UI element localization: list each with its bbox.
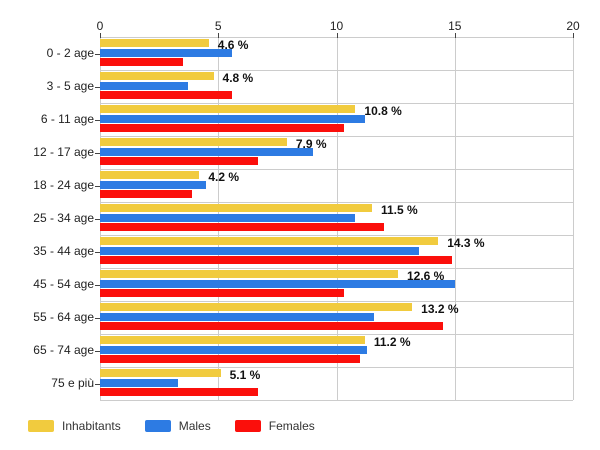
bar-inhabitants-11	[100, 369, 221, 377]
x-axis-tick-label: 20	[566, 19, 580, 33]
gridline-horizontal	[100, 400, 573, 401]
y-axis-tick	[95, 284, 100, 286]
bar-inhabitants-5	[100, 171, 200, 179]
bar-females-2	[100, 91, 233, 99]
bar-inhabitants-4	[100, 138, 287, 146]
bar-inhabitants-6	[100, 204, 372, 212]
bar-males-8	[100, 279, 455, 288]
y-axis-category-label: 65 - 74 age	[33, 343, 94, 357]
y-axis-category-label: 25 - 34 age	[33, 211, 94, 225]
bar-males-4	[100, 147, 313, 156]
y-axis-tick	[95, 317, 100, 319]
legend: Inhabitants Males Females	[28, 419, 339, 433]
value-label: 10.8 %	[364, 104, 402, 118]
bar-males-2	[100, 81, 188, 90]
value-label: 11.5 %	[380, 203, 418, 217]
x-axis-tick-label: 5	[214, 19, 222, 33]
value-label: 4.6 %	[217, 38, 249, 52]
bar-males-1	[100, 48, 233, 57]
legend-item-males: Males	[144, 419, 211, 433]
bar-females-6	[100, 223, 384, 231]
value-label: 5.1 %	[229, 368, 261, 382]
legend-swatch-females	[234, 420, 261, 432]
y-axis-tick	[95, 53, 100, 55]
bar-males-6	[100, 213, 356, 222]
x-axis-tick	[218, 33, 220, 38]
x-axis-tick	[454, 33, 456, 38]
bar-inhabitants-9	[100, 303, 413, 311]
y-axis-category-label: 45 - 54 age	[33, 277, 94, 291]
x-axis-tick	[336, 33, 338, 38]
bar-females-1	[100, 58, 183, 66]
y-axis-category-label: 35 - 44 age	[33, 244, 94, 258]
value-label: 13.2 %	[421, 302, 459, 316]
y-axis-tick	[95, 86, 100, 88]
y-axis-category-label: 12 - 17 age	[33, 145, 94, 159]
bar-females-3	[100, 124, 344, 132]
bar-females-8	[100, 289, 344, 297]
y-axis-category-label: 6 - 11 age	[40, 112, 94, 126]
value-label: 7.9 %	[295, 137, 327, 151]
legend-swatch-males	[144, 420, 171, 432]
bar-males-3	[100, 114, 365, 123]
y-axis-category-label: 0 - 2 age	[46, 46, 94, 60]
value-label: 12.6 %	[406, 269, 445, 283]
legend-label: Females	[268, 419, 315, 433]
x-axis-tick	[100, 33, 101, 38]
bar-inhabitants-7	[100, 237, 439, 245]
x-axis-tick-label: 0	[96, 19, 104, 33]
legend-item-inhabitants: Inhabitants	[28, 419, 121, 433]
x-axis-tick	[573, 33, 574, 38]
x-axis-tick-label: 10	[329, 19, 344, 33]
bar-females-5	[100, 190, 193, 198]
bar-females-4	[100, 157, 259, 165]
y-axis-category-label: 75 e più	[51, 376, 94, 390]
y-axis-tick	[95, 251, 100, 253]
gridline-vertical	[454, 37, 456, 400]
y-axis-tick	[95, 119, 100, 121]
legend-label: Inhabitants	[62, 419, 121, 433]
bar-males-5	[100, 180, 207, 189]
bar-inhabitants-1	[100, 39, 209, 47]
value-label: 4.2 %	[208, 170, 240, 184]
bar-males-10	[100, 345, 368, 354]
y-axis-tick	[95, 218, 100, 220]
y-axis-category-label: 3 - 5 age	[46, 79, 94, 93]
x-axis-tick-label: 15	[448, 19, 462, 33]
bar-males-9	[100, 312, 375, 321]
bar-males-11	[100, 378, 179, 387]
legend-swatch-inhabitants	[28, 420, 54, 432]
bar-females-7	[100, 256, 453, 264]
bar-inhabitants-3	[100, 105, 356, 113]
y-axis-tick	[95, 185, 100, 187]
legend-item-females: Females	[234, 419, 315, 433]
bar-females-11	[100, 388, 259, 396]
gridline-vertical	[573, 37, 574, 400]
bar-females-10	[100, 355, 361, 363]
value-label: 4.8 %	[222, 71, 254, 85]
bar-inhabitants-8	[100, 270, 398, 278]
bar-inhabitants-10	[100, 336, 365, 344]
y-axis-tick	[95, 350, 100, 352]
y-axis-category-label: 55 - 64 age	[33, 310, 94, 324]
y-axis-tick	[95, 383, 100, 385]
legend-label: Males	[178, 419, 211, 433]
value-label: 14.3 %	[447, 236, 485, 250]
bar-inhabitants-2	[100, 72, 214, 80]
bar-females-9	[100, 322, 443, 330]
y-axis-tick	[95, 152, 100, 154]
value-label: 11.2 %	[373, 335, 411, 349]
y-axis-category-label: 18 - 24 age	[33, 178, 94, 192]
bar-males-7	[100, 246, 420, 255]
